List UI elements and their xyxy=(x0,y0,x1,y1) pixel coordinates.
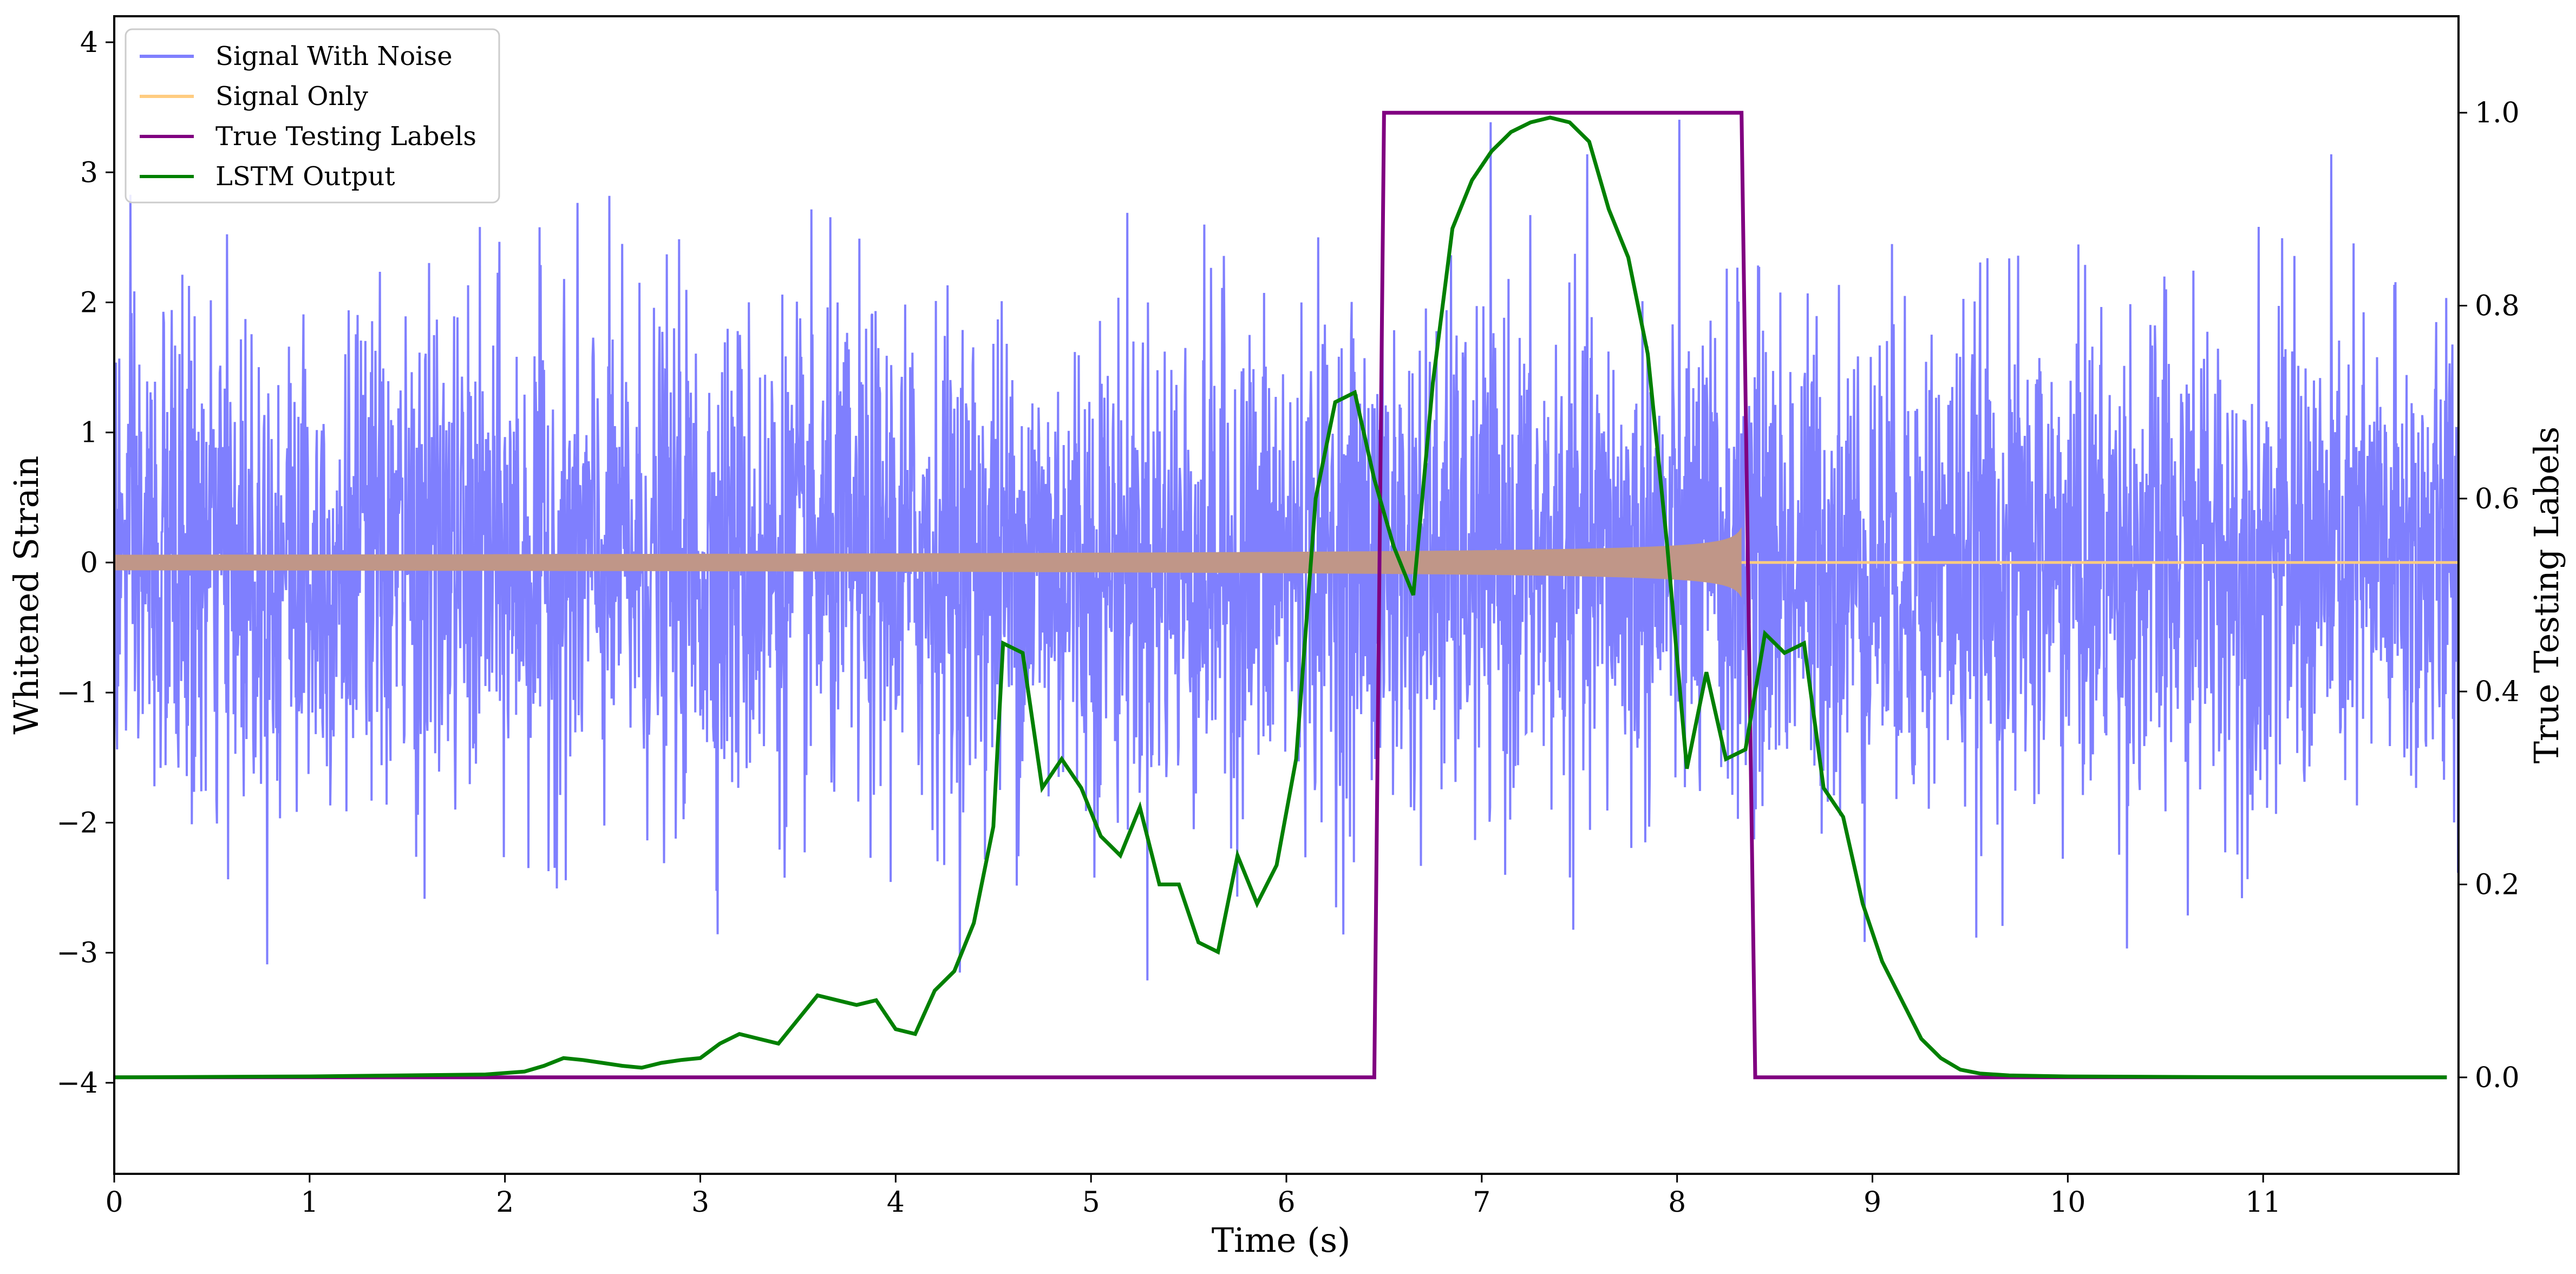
y-tick-label: 2 xyxy=(80,286,98,319)
y-tick-label: 3 xyxy=(80,156,98,189)
x-tick-label: 6 xyxy=(1277,1186,1295,1219)
x-tick-label: 2 xyxy=(496,1186,514,1219)
x-tick-label: 0 xyxy=(105,1186,123,1219)
x-tick-label: 4 xyxy=(887,1186,905,1219)
x-axis: 0 1 2 3 4 5 6 7 8 9 10 11 xyxy=(105,1174,2281,1219)
series-signal-with-noise xyxy=(114,120,2459,981)
x-tick-label: 8 xyxy=(1668,1186,1686,1219)
y2-tick-label: 0.2 xyxy=(2475,869,2520,901)
x-tick-label: 3 xyxy=(691,1186,709,1219)
y-tick-label: 0 xyxy=(80,547,98,579)
y-tick-label: −4 xyxy=(56,1067,98,1100)
x-axis-title: Time (s) xyxy=(1212,1220,1351,1260)
x-tick-label: 10 xyxy=(2050,1186,2085,1219)
y-axis-title: Whitened Strain xyxy=(6,456,46,735)
y2-tick-label: 0.0 xyxy=(2475,1062,2520,1094)
x-tick-label: 9 xyxy=(1864,1186,1881,1219)
y-axis-left: −4 −3 −2 −1 0 1 2 3 4 xyxy=(56,27,114,1100)
plot-area xyxy=(114,110,2459,1080)
y-axis-right: 0.0 0.2 0.4 0.6 0.8 1.0 xyxy=(2459,97,2520,1094)
y-tick-label: −1 xyxy=(56,677,98,709)
y2-tick-label: 1.0 xyxy=(2475,97,2520,129)
y-tick-label: −3 xyxy=(56,937,98,970)
series-signal-only-band xyxy=(114,527,1742,598)
legend-label-true-testing-labels: True Testing Labels xyxy=(215,121,476,152)
y-tick-label: −2 xyxy=(56,807,98,839)
y2-axis-title: True Testing Labels xyxy=(2527,427,2566,764)
series-true-testing-labels xyxy=(114,110,2447,1080)
y-tick-label: 1 xyxy=(80,417,98,449)
x-tick-label: 1 xyxy=(300,1186,318,1219)
x-tick-label: 11 xyxy=(2245,1186,2281,1219)
legend-label-lstm-output: LSTM Output xyxy=(215,161,395,192)
legend: Signal With Noise Signal Only True Testi… xyxy=(125,28,500,204)
y2-tick-label: 0.6 xyxy=(2475,483,2520,515)
legend-label-signal-only: Signal Only xyxy=(215,81,368,112)
x-tick-label: 7 xyxy=(1473,1186,1490,1219)
y-tick-label: 4 xyxy=(80,27,98,59)
y2-tick-label: 0.8 xyxy=(2475,290,2520,323)
legend-label-signal-with-noise: Signal With Noise xyxy=(215,41,453,71)
y2-tick-label: 0.4 xyxy=(2475,676,2520,708)
legend-box xyxy=(125,28,500,204)
x-tick-label: 5 xyxy=(1082,1186,1100,1219)
series-lstm-output xyxy=(114,115,2447,1080)
